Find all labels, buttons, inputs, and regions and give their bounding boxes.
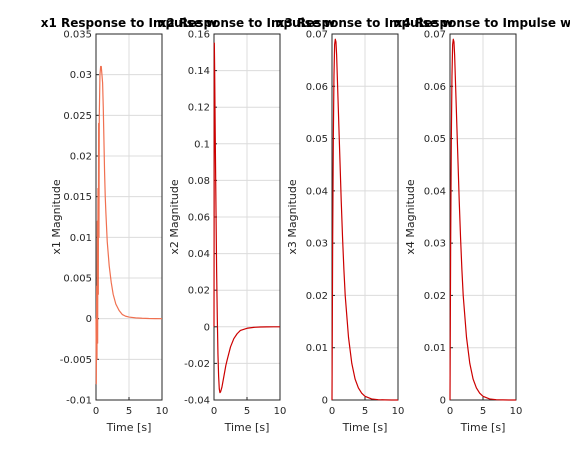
y-tick-label: 0.02 <box>306 291 328 302</box>
y-tick-label: 0.03 <box>424 239 446 250</box>
x-tick-label: 0 <box>211 406 217 417</box>
y-tick-label: 0 <box>204 322 210 333</box>
x-tick-label: 5 <box>244 406 250 417</box>
y-tick-label: 0.005 <box>63 274 92 285</box>
x-axis-label: Time [s] <box>106 421 152 434</box>
y-tick-label: -0.01 <box>66 396 92 407</box>
y-tick-label: -0.005 <box>60 355 92 366</box>
x-tick-label: 5 <box>126 406 132 417</box>
series-line-1 <box>331 38 398 401</box>
axes-box <box>449 33 517 401</box>
y-tick-label: 0.05 <box>424 134 446 145</box>
y-tick-label: 0.01 <box>424 343 446 354</box>
y-axis-label: x2 Magnitude <box>168 179 181 255</box>
x-tick-label: 10 <box>156 406 169 417</box>
y-tick-label: 0.03 <box>70 70 92 81</box>
axes-box <box>95 33 163 401</box>
x-axis-label: Time [s] <box>224 421 270 434</box>
y-axis-label: x4 Magnitude <box>404 179 417 255</box>
x-tick-label: 10 <box>510 406 523 417</box>
subplot-4: 0 0.01 0.02 0.03 0.04 0.05 0.06 0.07 0 5 10 x4 Resp… <box>395 16 570 434</box>
y-tick-label: 0.02 <box>70 152 92 163</box>
y-tick-label: 0 <box>440 396 446 407</box>
y-tick-label: 0.02 <box>188 286 210 297</box>
y-tick-label: 0.06 <box>188 213 210 224</box>
series-line-1 <box>95 65 163 385</box>
chart-title: x4 Response to Impulse w <box>395 16 570 30</box>
x-tick-label: 5 <box>362 406 368 417</box>
chart-title: x3 Response to Impulse w <box>277 16 454 30</box>
x-axis-label: Time [s] <box>460 421 506 434</box>
y-tick-label: 0.025 <box>63 111 92 122</box>
y-tick-label: 0.06 <box>306 82 328 93</box>
y-tick-label: 0.04 <box>424 186 446 197</box>
y-tick-label: 0 <box>322 396 328 407</box>
series-line-1 <box>449 38 516 401</box>
y-tick-label: 0.035 <box>63 30 92 41</box>
x-tick-label: 0 <box>93 406 99 417</box>
y-tick-label: 0.04 <box>188 249 210 260</box>
y-tick-label: 0.02 <box>424 291 446 302</box>
y-tick-label: 0.01 <box>70 233 92 244</box>
x-tick-label: 0 <box>329 406 335 417</box>
y-tick-label: 0.12 <box>188 103 210 114</box>
x-tick-label: 10 <box>274 406 287 417</box>
subplot-2: -0.04 -0.02 0 0.02 0.04 0.06 0.08 0.1 0.12 0.14 0.… <box>159 16 336 434</box>
y-tick-label: 0.07 <box>424 30 446 41</box>
y-tick-label: 0.01 <box>306 343 328 354</box>
y-tick-label: 0.03 <box>306 239 328 250</box>
x-tick-label: 0 <box>447 406 453 417</box>
x-axis-label: Time [s] <box>342 421 388 434</box>
y-tick-label: 0.04 <box>306 186 328 197</box>
y-tick-label: 0.16 <box>188 30 210 41</box>
y-axis-label: x3 Magnitude <box>286 179 299 255</box>
series-line-1 <box>213 42 280 394</box>
chart-title: x2 Response to Impulse w <box>159 16 336 30</box>
y-tick-label: 0.14 <box>188 66 210 77</box>
axes-box <box>331 33 399 401</box>
subplot-3: 0 0.01 0.02 0.03 0.04 0.05 0.06 0.07 0 5 10 x3 Resp… <box>277 16 454 434</box>
subplot-1: -0.01-0.00500.0050.010.0150.020.0250.030… <box>41 16 218 434</box>
y-tick-label: 0.06 <box>424 82 446 93</box>
y-tick-label: 0.05 <box>306 134 328 145</box>
y-tick-label: -0.02 <box>184 359 210 370</box>
y-tick-label: 0.015 <box>63 192 92 203</box>
y-tick-label: 0.1 <box>194 139 210 150</box>
y-axis-label: x1 Magnitude <box>50 179 63 255</box>
y-tick-label: -0.04 <box>184 396 210 407</box>
x-tick-label: 10 <box>392 406 405 417</box>
x-tick-label: 5 <box>480 406 486 417</box>
y-tick-label: 0.07 <box>306 30 328 41</box>
y-tick-label: 0.08 <box>188 176 210 187</box>
y-tick-label: 0 <box>86 314 92 325</box>
chart-title: x1 Response to Impulse w <box>41 16 218 30</box>
